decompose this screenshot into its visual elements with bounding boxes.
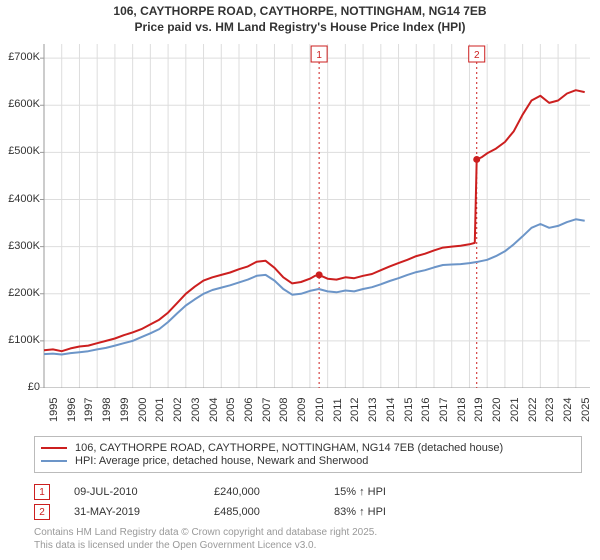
y-tick-label: £500K: [0, 145, 40, 157]
event-marker-1: 1: [34, 484, 50, 500]
footer: Contains HM Land Registry data © Crown c…: [34, 526, 582, 552]
x-tick-label: 2012: [349, 398, 361, 422]
event-marker-2: 2: [34, 504, 50, 520]
x-tick-label: 2015: [403, 398, 415, 422]
event-price-2: £485,000: [214, 506, 334, 518]
y-tick-label: £100K: [0, 334, 40, 346]
legend-item-hpi: HPI: Average price, detached house, Newa…: [41, 455, 575, 467]
x-tick-label: 2010: [314, 398, 326, 422]
event-row-1: 1 09-JUL-2010 £240,000 15% ↑ HPI: [34, 484, 582, 500]
x-tick-label: 2022: [527, 398, 539, 422]
event-list: 1 09-JUL-2010 £240,000 15% ↑ HPI 2 31-MA…: [34, 480, 582, 524]
x-tick-label: 2011: [332, 398, 344, 422]
x-tick-label: 2019: [473, 398, 485, 422]
x-tick-label: 2007: [261, 398, 273, 422]
x-tick-label: 2018: [456, 398, 468, 422]
event-price-1: £240,000: [214, 486, 334, 498]
footer-line1: Contains HM Land Registry data © Crown c…: [34, 526, 582, 539]
legend-item-price-paid: 106, CAYTHORPE ROAD, CAYTHORPE, NOTTINGH…: [41, 442, 575, 454]
event-diff-1: 15% ↑ HPI: [334, 486, 454, 498]
x-tick-label: 2005: [225, 398, 237, 422]
x-tick-label: 1999: [119, 398, 131, 422]
x-tick-label: 2023: [544, 398, 556, 422]
y-tick-label: £700K: [0, 51, 40, 63]
legend-swatch-price-paid: [41, 447, 67, 449]
x-tick-label: 2009: [296, 398, 308, 422]
chart-container: 106, CAYTHORPE ROAD, CAYTHORPE, NOTTINGH…: [0, 0, 600, 560]
chart-title-line1: 106, CAYTHORPE ROAD, CAYTHORPE, NOTTINGH…: [0, 4, 600, 18]
svg-text:1: 1: [316, 50, 322, 61]
event-diff-2: 83% ↑ HPI: [334, 506, 454, 518]
y-tick-label: £400K: [0, 193, 40, 205]
x-tick-label: 2003: [190, 398, 202, 422]
x-tick-label: 2008: [278, 398, 290, 422]
x-tick-label: 2004: [208, 398, 220, 422]
event-date-2: 31-MAY-2019: [74, 506, 214, 518]
x-tick-label: 1995: [48, 398, 60, 422]
legend-label-hpi: HPI: Average price, detached house, Newa…: [75, 455, 368, 467]
x-tick-label: 2020: [491, 398, 503, 422]
y-tick-label: £300K: [0, 240, 40, 252]
y-tick-label: £200K: [0, 287, 40, 299]
event-date-1: 09-JUL-2010: [74, 486, 214, 498]
legend: 106, CAYTHORPE ROAD, CAYTHORPE, NOTTINGH…: [34, 436, 582, 473]
x-tick-label: 2000: [137, 398, 149, 422]
svg-text:2: 2: [474, 50, 480, 61]
legend-swatch-hpi: [41, 460, 67, 462]
footer-line2: This data is licensed under the Open Gov…: [34, 539, 582, 552]
x-tick-label: 2002: [172, 398, 184, 422]
x-tick-label: 2016: [420, 398, 432, 422]
chart-title-line2: Price paid vs. HM Land Registry's House …: [0, 20, 600, 34]
x-tick-label: 2013: [367, 398, 379, 422]
x-tick-label: 1996: [66, 398, 78, 422]
x-tick-label: 2001: [154, 398, 166, 422]
x-tick-label: 2006: [243, 398, 255, 422]
legend-label-price-paid: 106, CAYTHORPE ROAD, CAYTHORPE, NOTTINGH…: [75, 442, 503, 454]
event-row-2: 2 31-MAY-2019 £485,000 83% ↑ HPI: [34, 504, 582, 520]
y-tick-label: £600K: [0, 98, 40, 110]
x-axis-labels: 1995 1996 1997 1998 1999 2000 2001 2002 2003 2004…: [0, 390, 600, 430]
x-tick-label: 2021: [509, 398, 521, 422]
x-tick-label: 2017: [438, 398, 450, 422]
x-tick-label: 2014: [385, 398, 397, 422]
x-tick-label: 2024: [562, 398, 574, 422]
x-tick-label: 2025: [580, 398, 592, 422]
x-tick-label: 1997: [83, 398, 95, 422]
x-tick-label: 1998: [101, 398, 113, 422]
plot-area: 12: [0, 44, 600, 388]
